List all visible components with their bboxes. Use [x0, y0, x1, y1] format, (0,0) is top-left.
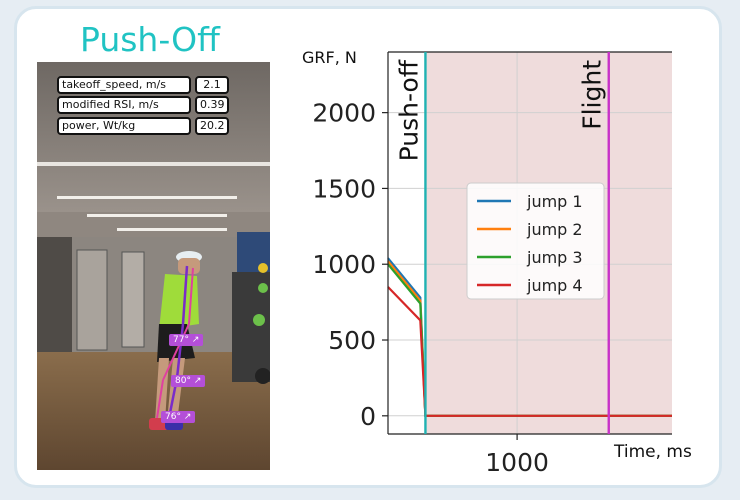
- metric-value-takeoff-speed: 2.1: [195, 76, 229, 94]
- y-tick-label: 0: [360, 402, 376, 431]
- metric-value-modified-rsi: 0.39: [195, 96, 229, 114]
- y-tick-label: 2000: [312, 99, 376, 128]
- metric-value-power: 20.2: [195, 117, 229, 135]
- legend-entry: jump 1: [526, 192, 583, 211]
- legend-entry: jump 3: [526, 248, 583, 267]
- metric-label-takeoff-speed: takeoff_speed, m/s: [57, 76, 191, 94]
- y-axis-label: GRF, N: [302, 48, 357, 67]
- x-axis-label: Time, ms: [613, 442, 692, 462]
- legend-box: [466, 182, 605, 300]
- phase-label-flight: Flight: [578, 60, 607, 130]
- metric-label-modified-rsi: modified RSI, m/s: [57, 96, 191, 114]
- metric-label-power: power, Wt/kg: [57, 117, 191, 135]
- y-tick-label: 1500: [312, 174, 376, 203]
- y-tick-label: 1000: [312, 250, 376, 279]
- legend-entry: jump 2: [526, 220, 583, 239]
- x-tick-label: 1000: [485, 448, 549, 477]
- phase-label-push-off: Push-off: [394, 59, 423, 161]
- series-line-jump-4: [387, 286, 672, 417]
- ankle-angle-tag: 76° ↗: [161, 411, 196, 423]
- hip-angle-tag: 77° ↗: [169, 334, 204, 346]
- video-frame: takeoff_speed, m/s 2.1 modified RSI, m/s…: [37, 62, 270, 470]
- y-tick-label: 500: [328, 326, 376, 355]
- panel-title: Push-Off: [80, 20, 220, 59]
- knee-angle-tag: 80° ↗: [171, 375, 206, 387]
- legend-entry: jump 4: [526, 276, 583, 295]
